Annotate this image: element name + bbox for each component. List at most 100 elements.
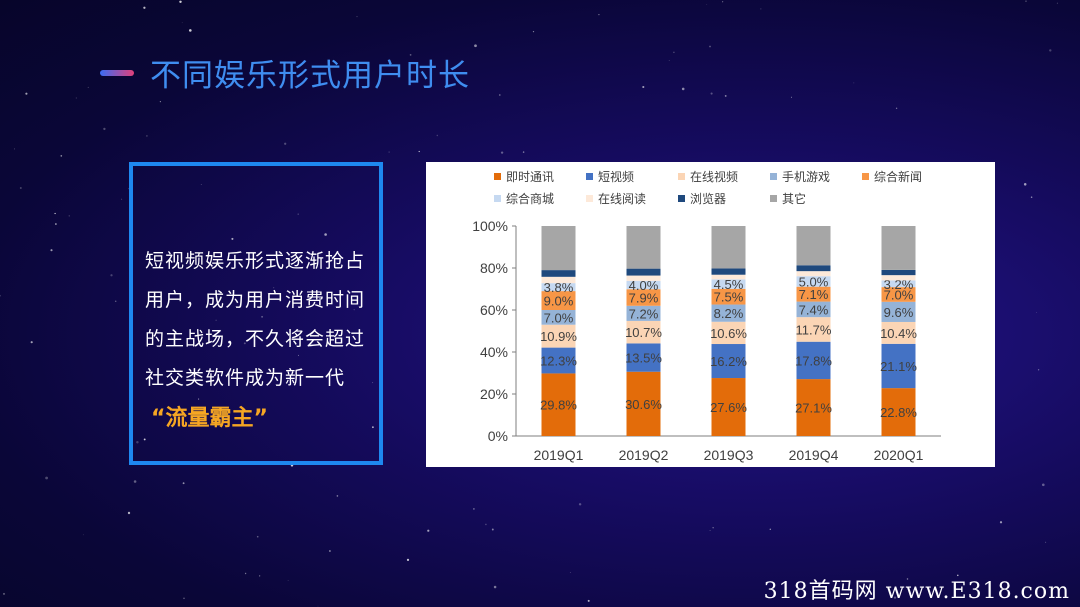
- star: [418, 150, 420, 153]
- star: [522, 151, 525, 153]
- star: [709, 529, 711, 532]
- data-label: 3.8%: [544, 280, 574, 295]
- star: [681, 87, 685, 91]
- legend-swatch: [586, 195, 593, 202]
- star: [853, 82, 855, 84]
- star: [1056, 2, 1058, 4]
- bar-segment: [626, 371, 661, 436]
- data-label: 10.4%: [880, 326, 917, 341]
- legend-label: 在线阅读: [598, 192, 646, 206]
- y-tick-label: 100%: [472, 218, 508, 234]
- star: [50, 249, 53, 252]
- x-tick-label: 2019Q2: [619, 447, 669, 463]
- star: [712, 527, 714, 529]
- star: [406, 558, 410, 562]
- bar-segment: [711, 344, 746, 379]
- x-tick-label: 2019Q1: [534, 447, 584, 463]
- x-tick-label: 2020Q1: [874, 447, 924, 463]
- bar-segment: [541, 283, 576, 292]
- data-label: 9.6%: [884, 305, 914, 320]
- star: [82, 534, 84, 536]
- bar-segment: [881, 287, 916, 302]
- star: [1035, 311, 1037, 313]
- data-label: 7.5%: [714, 290, 744, 305]
- bar-segment: [711, 288, 746, 305]
- star: [121, 198, 123, 200]
- legend-swatch: [862, 173, 869, 180]
- bar-segment: [796, 341, 831, 380]
- star: [259, 575, 261, 577]
- star: [710, 92, 713, 95]
- star: [0, 294, 1, 297]
- star: [103, 127, 106, 131]
- legend-label: 综合商城: [506, 191, 554, 206]
- bar-segment: [796, 286, 831, 302]
- bar-segment: [541, 226, 576, 271]
- star: [895, 107, 898, 109]
- legend-label: 手机游戏: [782, 170, 830, 184]
- bar-segment: [881, 343, 916, 389]
- star: [356, 16, 358, 18]
- summary-text: 短视频娱乐形式逐渐抢占 用户，成为用户消费时间 的主战场，不久将会超过 社交类软…: [145, 242, 375, 398]
- star: [87, 86, 89, 88]
- legend-label: 在线视频: [690, 169, 738, 184]
- data-label: 5.0%: [799, 274, 829, 289]
- y-tick-label: 20%: [480, 386, 508, 402]
- bar-segment: [626, 275, 661, 281]
- y-tick-label: 40%: [480, 344, 508, 360]
- bar-segment: [626, 320, 661, 344]
- star: [60, 155, 63, 157]
- summary-line: 的主战场，不久将会超过: [145, 328, 366, 350]
- star: [75, 97, 77, 99]
- star: [287, 580, 289, 581]
- star: [474, 44, 477, 48]
- legend-swatch: [678, 173, 685, 180]
- bar-segment: [881, 301, 916, 322]
- star: [436, 134, 439, 137]
- star: [427, 529, 430, 532]
- bar-segment: [796, 276, 831, 287]
- data-label: 17.8%: [795, 353, 832, 368]
- bar-segment: [796, 301, 831, 318]
- data-label: 10.7%: [625, 325, 662, 340]
- bar-segment: [796, 317, 831, 342]
- data-label: 9.0%: [544, 294, 574, 309]
- star: [179, 0, 182, 4]
- bar-segment: [626, 280, 661, 290]
- star: [188, 29, 192, 32]
- bar-segment: [541, 373, 576, 436]
- bar-segment: [711, 279, 746, 289]
- data-label: 7.9%: [629, 291, 659, 306]
- star: [569, 572, 571, 573]
- star: [159, 101, 161, 103]
- star: [485, 523, 487, 526]
- data-label: 4.5%: [714, 277, 744, 292]
- x-tick-label: 2019Q4: [789, 447, 839, 463]
- data-label: 7.2%: [629, 306, 659, 321]
- star: [388, 151, 390, 153]
- star: [182, 482, 185, 485]
- x-tick-label: 2019Q3: [704, 447, 754, 463]
- data-label: 16.2%: [710, 354, 747, 369]
- star: [183, 597, 185, 600]
- star: [54, 212, 56, 215]
- bar-segment: [881, 275, 916, 281]
- bar-segment: [881, 280, 916, 288]
- page-header: 不同娱乐形式用户时长: [100, 50, 470, 95]
- summary-textbox: 短视频娱乐形式逐渐抢占 用户，成为用户消费时间 的主战场，不久将会超过 社交类软…: [129, 162, 383, 465]
- bar-segment: [881, 321, 916, 344]
- star: [1049, 49, 1052, 52]
- star: [146, 135, 148, 137]
- bar-segment: [626, 289, 661, 306]
- star: [1045, 541, 1047, 543]
- data-label: 7.0%: [544, 310, 574, 325]
- data-label: 30.6%: [625, 397, 662, 412]
- star: [473, 508, 475, 510]
- star: [1037, 369, 1040, 371]
- star: [1030, 196, 1033, 198]
- star: [133, 480, 137, 483]
- bar-segment: [711, 378, 746, 436]
- legend-label: 综合新闻: [874, 169, 922, 184]
- star: [181, 22, 183, 24]
- star: [1023, 183, 1027, 186]
